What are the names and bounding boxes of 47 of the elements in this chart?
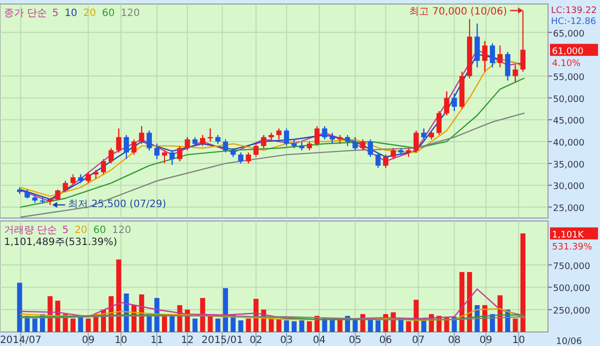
x-tick-label: 06 [379,335,392,346]
y-tick-label: 30,000 [553,182,585,192]
x-tick-label: 09 [82,335,95,346]
x-tick-label: 2014/07 [0,335,42,346]
y-tick-label: 50,000 [553,94,585,105]
y-tick-label: 500,000 [553,284,590,294]
text: 5 [52,8,59,19]
legend-title: 거래량 단순 [4,225,58,236]
annotation: 1,101,489주(531.39%) [4,237,118,248]
text: HC:-12.86 [551,17,596,27]
text: 60 [93,225,106,236]
y-tick-label: 55,000 [553,73,585,84]
annotation: 최저 25,500 (07/29) [68,198,166,210]
text: 10/06 [556,337,582,346]
x-tick-label: 05 [348,335,362,346]
x-tick-label: 10 [114,335,128,346]
text: 120 [120,8,140,19]
text: 10 [64,8,78,19]
x-tick-label: 12 [181,335,194,346]
y-tick-label: 250,000 [553,306,590,317]
text: 20 [74,225,88,236]
x-tick-label: 08 [448,335,461,346]
text: 61,000 [552,46,584,57]
x-tick-label: 07 [412,335,425,346]
text: 1,101K [552,230,585,240]
x-tick-label: 02 [250,335,262,346]
x-tick-label: 11 [150,335,164,346]
text: 20 [83,8,96,19]
y-tick-label: 65,000 [553,29,585,40]
text: 4.10% [552,58,582,69]
text: 60 [102,8,115,19]
legend-title: 종가 단순 [4,8,48,19]
annotation: 최고 70,000 (10/06) [409,6,508,18]
text: 5 [62,225,69,236]
x-tick-label: 2015/01 [201,335,244,346]
text: 120 [112,225,132,236]
y-tick-label: 750,000 [553,262,590,272]
y-tick-label: 35,000 [553,160,585,170]
x-tick-label: 09 [480,335,492,346]
y-tick-label: 25,000 [553,204,585,214]
x-tick-label: 03 [280,335,293,346]
y-tick-label: 40,000 [553,138,585,149]
y-tick-label: 45,000 [553,116,585,127]
text: 531.39% [552,242,592,252]
x-tick-label: 04 [312,335,326,346]
x-tick-label: 10 [512,335,525,346]
text: LC:139.22 [551,6,597,16]
